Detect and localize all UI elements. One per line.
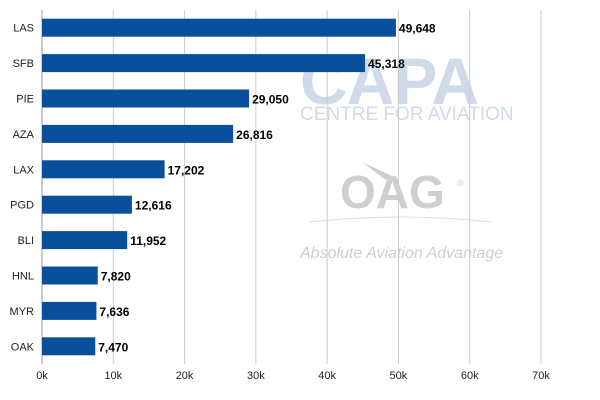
capa-watermark-subtitle: CENTRE FOR AVIATION [300, 104, 514, 125]
data-label: 12,616 [135, 199, 172, 213]
category-label: LAS [13, 23, 34, 35]
labels: 0k 10k 20k 30k 40k 50k 60k 70k LAS 49,648 SFB 45,31… [10, 22, 551, 382]
x-tick-label: 70k [532, 370, 550, 382]
oag-watermark-logo: OAG [340, 166, 445, 218]
x-tick-label: 30k [247, 370, 265, 382]
bar [42, 301, 97, 320]
x-tick-label: 10k [104, 370, 122, 382]
category-label: PIE [16, 94, 34, 106]
data-label: 11,952 [130, 234, 166, 248]
watermark: CAPA CENTRE FOR AVIATION OAG ® Absolute … [299, 44, 514, 262]
category-label: MYR [10, 306, 35, 318]
bar [42, 231, 128, 250]
category-label: OAK [11, 341, 35, 353]
oag-swoosh-icon [362, 162, 392, 180]
x-tick-label: 20k [176, 370, 194, 382]
bar [42, 89, 250, 108]
x-tick-label: 40k [318, 370, 336, 382]
category-label: LAX [13, 164, 34, 176]
data-label: 45,318 [368, 57, 405, 71]
x-tick-label: 0k [36, 370, 48, 382]
bar [42, 54, 366, 73]
category-label: HNL [12, 271, 34, 283]
oag-registered-mark: ® [457, 178, 464, 188]
data-label: 29,050 [252, 93, 289, 107]
bar [42, 124, 234, 143]
category-label: AZA [13, 129, 35, 141]
bar [42, 337, 96, 356]
category-label: BLI [17, 235, 34, 247]
category-label: PGD [10, 200, 34, 212]
x-tick-label: 50k [390, 370, 408, 382]
data-label: 49,648 [399, 22, 436, 36]
data-label: 17,202 [168, 163, 205, 177]
bar [42, 18, 396, 37]
data-label: 26,816 [236, 128, 273, 142]
data-label: 7,820 [101, 270, 131, 284]
bar [42, 195, 132, 214]
category-label: SFB [13, 58, 34, 70]
data-label: 7,470 [98, 340, 128, 354]
oag-watermark-tagline: Absolute Aviation Advantage [299, 245, 503, 262]
data-label: 7,636 [99, 305, 129, 319]
x-tick-label: 60k [461, 370, 479, 382]
bar [42, 160, 165, 179]
bar [42, 266, 98, 285]
bars [42, 18, 396, 356]
